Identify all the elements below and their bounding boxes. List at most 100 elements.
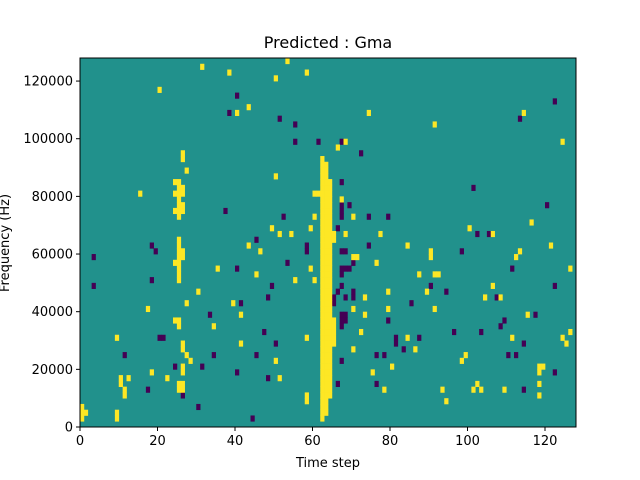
y-tick-label: 100000	[23, 132, 73, 147]
heatmap-cell-low	[339, 282, 344, 289]
heatmap-cell-high	[359, 328, 364, 336]
heatmap-cell-high	[324, 277, 329, 284]
heatmap-cell-high	[320, 225, 325, 232]
heatmap-cell-low	[207, 311, 213, 318]
heatmap-cell-high	[320, 282, 325, 289]
heatmap-cell-high	[362, 294, 368, 301]
heatmap-cell-low	[250, 415, 255, 422]
heatmap-cell-high	[510, 334, 515, 341]
heatmap-cell-high	[273, 357, 278, 364]
heatmap-cell-high	[328, 363, 333, 370]
heatmap-cell-high	[184, 167, 189, 174]
heatmap-cell-low	[444, 288, 449, 295]
heatmap-cell-high	[324, 282, 329, 289]
heatmap-cell-high	[176, 380, 182, 387]
heatmap-cell-low	[366, 213, 371, 220]
heatmap-cell-high	[328, 271, 333, 278]
heatmap-cell-high	[386, 305, 391, 313]
heatmap-cell-low	[343, 265, 348, 272]
heatmap-cell-low	[316, 138, 321, 145]
heatmap-cell-high	[324, 317, 329, 324]
heatmap-cell-low	[386, 317, 391, 324]
heatmap-cell-high	[320, 230, 325, 238]
heatmap-cell-high	[328, 340, 333, 347]
x-tick-label: 80	[382, 434, 399, 449]
heatmap-cell-low	[343, 311, 348, 318]
heatmap-cell-high	[293, 277, 298, 284]
heatmap-cell-high	[413, 346, 418, 353]
heatmap-cell-low	[417, 334, 422, 341]
heatmap-cell-low	[382, 352, 387, 359]
heatmap-cell-high	[176, 190, 182, 197]
heatmap-cell-high	[80, 409, 85, 416]
heatmap-cell-high	[176, 277, 182, 284]
heatmap-cell-high	[176, 265, 182, 272]
heatmap-cell-high	[328, 184, 333, 191]
heatmap-cell-high	[324, 161, 329, 168]
heatmap-cell-low	[393, 334, 399, 341]
heatmap-cell-low	[223, 207, 228, 215]
heatmap-cell-low	[401, 346, 406, 353]
heatmap-cell-low	[339, 179, 344, 186]
heatmap-cell-high	[328, 179, 333, 186]
heatmap-cell-high	[114, 415, 120, 422]
heatmap-cell-high	[417, 271, 422, 278]
heatmap-cell-high	[304, 334, 309, 341]
heatmap-cell-low	[510, 265, 515, 272]
heatmap-cell-high	[320, 196, 325, 203]
heatmap-cell-high	[324, 346, 329, 353]
heatmap-cell-high	[324, 294, 329, 301]
heatmap-cell-low	[393, 340, 399, 347]
x-axis: 0 20 40 60 80 100 120	[76, 427, 557, 449]
heatmap-cell-high	[328, 225, 333, 232]
heatmap-cell-high	[188, 357, 193, 364]
heatmap-cell-low	[545, 202, 550, 209]
heatmap-cell-low	[459, 248, 464, 255]
heatmap-cell-low	[200, 363, 205, 370]
heatmap-cell-high	[328, 196, 333, 203]
heatmap-cell-low	[149, 242, 154, 249]
heatmap-cell-high	[324, 352, 329, 359]
heatmap-cell-high	[320, 207, 325, 215]
heatmap-cell-high	[180, 380, 185, 387]
heatmap-cell-high	[324, 265, 329, 272]
heatmap-cell-high	[320, 167, 325, 174]
heatmap-cell-low	[254, 352, 259, 359]
heatmap-cell-high	[324, 196, 329, 203]
heatmap-cell-low	[122, 352, 127, 359]
heatmap-cell-high	[145, 305, 151, 313]
heatmap-cell-high	[320, 259, 325, 266]
heatmap-cell-high	[328, 213, 333, 220]
heatmap-cell-high	[324, 328, 329, 336]
heatmap-cell-low	[277, 115, 282, 122]
heatmap-cell-high	[351, 346, 356, 353]
heatmap-cell-low	[343, 317, 348, 324]
heatmap-cell-high	[328, 352, 333, 359]
heatmap-cell-low	[339, 323, 344, 330]
heatmap-cell-high	[149, 369, 154, 376]
heatmap-cell-high	[258, 248, 263, 255]
heatmap-cell-high	[308, 225, 313, 232]
x-tick-label: 0	[76, 434, 84, 449]
heatmap-cell-low	[293, 138, 298, 145]
heatmap-cell-low	[339, 213, 344, 220]
heatmap-cell-low	[262, 328, 267, 336]
heatmap-cell-low	[386, 213, 391, 220]
heatmap-cell-high	[351, 254, 356, 261]
heatmap-cell-high	[320, 219, 325, 226]
heatmap-cell-high	[525, 311, 530, 318]
heatmap-cell-high	[328, 242, 333, 249]
heatmap-cell-high	[335, 144, 340, 151]
heatmap-cell-high	[324, 271, 329, 278]
heatmap-cell-high	[324, 375, 329, 382]
heatmap-cell-high	[328, 219, 333, 226]
heatmap-cell-high	[328, 230, 333, 238]
heatmap-cell-high	[320, 352, 325, 359]
heatmap-cell-low	[266, 375, 271, 382]
heatmap-cell-high	[471, 386, 476, 393]
heatmap-cell-high	[176, 259, 182, 266]
heatmap-cell-high	[475, 380, 480, 387]
heatmap-cell-high	[176, 386, 182, 393]
heatmap-cell-low	[339, 207, 344, 215]
plot-frame	[79, 57, 577, 428]
